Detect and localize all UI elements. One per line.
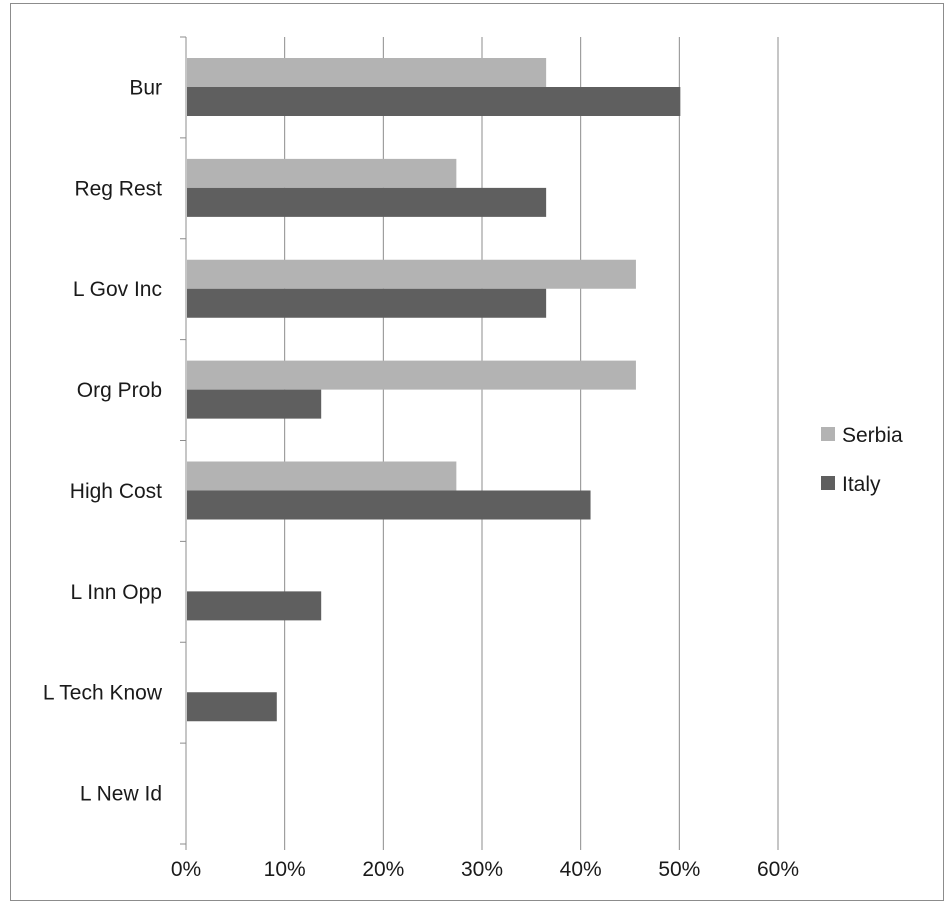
bar-italy [187, 389, 322, 419]
x-tick-label: 40% [560, 858, 602, 881]
x-tick-label: 20% [362, 858, 404, 881]
bar-serbia [187, 259, 636, 289]
x-tick-label: 10% [264, 858, 306, 881]
bar-serbia [187, 461, 457, 491]
legend-swatch-serbia [821, 427, 835, 441]
labels: 0% 10% 20% 30% 40% 50% 60% Bur Reg Rest L Gov Inc… [43, 76, 799, 881]
bar-italy [187, 187, 547, 217]
legend: Serbia Italy [821, 424, 903, 496]
gridlines [284, 37, 779, 844]
category-label: L New Id [80, 783, 162, 806]
bar-italy [187, 692, 277, 722]
category-label: Reg Rest [74, 177, 162, 200]
bars [187, 58, 681, 722]
category-label: L Inn Opp [71, 581, 162, 604]
category-label: Org Prob [77, 379, 162, 402]
bar-serbia [187, 58, 547, 87]
bar-serbia [187, 360, 636, 390]
bar-italy [187, 591, 322, 621]
legend-label-serbia: Serbia [842, 424, 903, 447]
category-label: High Cost [70, 480, 162, 503]
category-label: L Gov Inc [73, 278, 162, 301]
category-label: L Tech Know [43, 682, 163, 705]
bar-italy [187, 87, 681, 116]
x-tick-label: 0% [171, 858, 201, 881]
category-label: Bur [129, 76, 162, 99]
legend-swatch-italy [821, 476, 835, 490]
legend-label-italy: Italy [842, 473, 881, 496]
bar-italy [187, 288, 547, 318]
axes [180, 36, 779, 850]
x-tick-label: 50% [658, 858, 700, 881]
x-tick-label: 60% [757, 858, 799, 881]
bar-italy [187, 490, 591, 520]
x-tick-label: 30% [461, 858, 503, 881]
chart-frame [10, 3, 944, 901]
bar-serbia [187, 158, 457, 188]
